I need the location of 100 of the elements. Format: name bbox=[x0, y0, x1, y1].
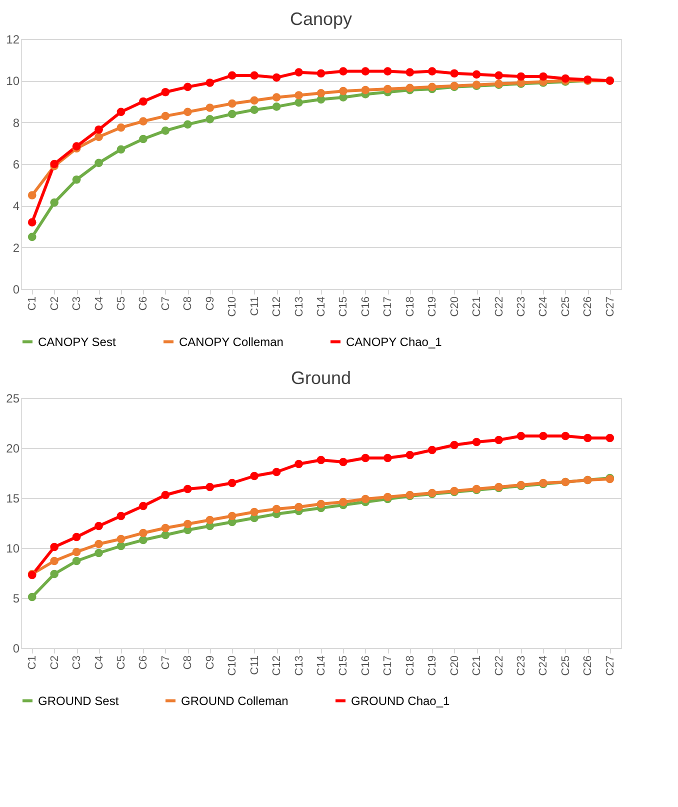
x-tick-label: C4 bbox=[93, 656, 106, 670]
point bbox=[561, 432, 570, 440]
x-tick-label: C6 bbox=[138, 296, 150, 311]
chart-title: Canopy bbox=[290, 9, 352, 29]
x-tick-label: C9 bbox=[204, 656, 216, 670]
legend-label: GROUND Chao_1 bbox=[351, 694, 450, 708]
point bbox=[450, 440, 459, 450]
point bbox=[183, 82, 192, 92]
x-tick-label: C21 bbox=[471, 656, 484, 676]
x-tick-label: C24 bbox=[538, 656, 550, 676]
point bbox=[28, 191, 36, 200]
y-tick-label: 10 bbox=[6, 74, 20, 88]
point bbox=[183, 120, 192, 129]
point bbox=[94, 158, 103, 168]
point bbox=[72, 142, 81, 150]
point bbox=[250, 508, 259, 516]
x-tick-label: C18 bbox=[404, 656, 416, 676]
y-tick-label: 25 bbox=[6, 392, 20, 406]
x-tick-label: C4 bbox=[93, 296, 106, 311]
x-tick-label: C14 bbox=[316, 296, 328, 317]
point bbox=[516, 72, 526, 81]
x-tick-label: C12 bbox=[271, 296, 284, 317]
point bbox=[250, 106, 259, 114]
chart-title: Ground bbox=[290, 368, 352, 388]
x-tick-label: C7 bbox=[160, 296, 172, 311]
point bbox=[272, 504, 281, 514]
x-tick-label: C2 bbox=[48, 296, 61, 311]
point bbox=[161, 88, 170, 96]
point bbox=[339, 458, 348, 466]
point bbox=[161, 490, 170, 500]
point bbox=[139, 502, 148, 510]
point bbox=[294, 502, 303, 512]
x-tick-label: C18 bbox=[404, 296, 416, 317]
point bbox=[94, 548, 103, 558]
point bbox=[50, 570, 59, 578]
point bbox=[539, 72, 548, 81]
point bbox=[116, 542, 126, 550]
point bbox=[228, 110, 236, 118]
x-tick-label: C10 bbox=[226, 296, 239, 317]
point bbox=[606, 434, 614, 442]
x-tick-label: C13 bbox=[293, 656, 306, 676]
point bbox=[583, 434, 592, 442]
point bbox=[316, 456, 326, 464]
point bbox=[272, 73, 281, 82]
point bbox=[383, 84, 392, 94]
x-tick-label: C25 bbox=[560, 296, 572, 317]
point bbox=[250, 96, 259, 105]
point bbox=[28, 592, 36, 602]
point bbox=[472, 438, 481, 446]
point bbox=[161, 530, 170, 540]
point bbox=[428, 446, 436, 454]
x-tick-label: C11 bbox=[248, 296, 261, 316]
x-tick-label: C22 bbox=[493, 656, 506, 676]
x-tick-label: C12 bbox=[271, 656, 284, 676]
y-tick-label: 20 bbox=[6, 442, 20, 456]
point bbox=[206, 115, 214, 124]
x-tick-label: C6 bbox=[138, 656, 150, 670]
point bbox=[94, 522, 103, 530]
point bbox=[361, 86, 370, 94]
point bbox=[472, 70, 481, 79]
x-tick-label: C15 bbox=[338, 656, 350, 676]
x-tick-label: C26 bbox=[582, 656, 594, 676]
point bbox=[383, 67, 392, 76]
point bbox=[206, 482, 214, 492]
y-tick-label: 6 bbox=[12, 158, 20, 172]
point bbox=[116, 108, 126, 116]
point bbox=[183, 484, 192, 494]
point bbox=[161, 126, 170, 135]
point bbox=[406, 450, 414, 460]
point bbox=[316, 88, 326, 98]
point bbox=[339, 498, 348, 506]
point bbox=[206, 78, 214, 87]
x-tick-label: C8 bbox=[182, 296, 194, 311]
x-tick-label: C27 bbox=[604, 656, 616, 676]
point bbox=[206, 516, 214, 524]
point bbox=[383, 454, 392, 462]
y-tick-label: 0 bbox=[12, 642, 20, 656]
x-tick-label: C19 bbox=[426, 656, 439, 676]
point bbox=[72, 556, 81, 566]
x-tick-label: C22 bbox=[493, 296, 506, 317]
point bbox=[361, 494, 370, 504]
point bbox=[161, 112, 170, 120]
x-tick-label: C15 bbox=[338, 296, 350, 317]
x-tick-label: C5 bbox=[116, 296, 128, 311]
point bbox=[561, 74, 570, 83]
x-tick-label: C23 bbox=[516, 656, 528, 676]
point bbox=[94, 132, 103, 142]
x-tick-label: C17 bbox=[382, 656, 394, 676]
point bbox=[116, 145, 126, 154]
point bbox=[228, 478, 236, 488]
x-tick-label: C3 bbox=[71, 296, 84, 311]
point bbox=[250, 472, 259, 480]
point bbox=[72, 548, 81, 556]
x-tick-label: C24 bbox=[538, 296, 550, 317]
legend-label: CANOPY Sest bbox=[38, 334, 116, 349]
point bbox=[539, 432, 548, 440]
point bbox=[228, 71, 236, 80]
point bbox=[406, 68, 414, 77]
point bbox=[494, 436, 503, 444]
point bbox=[339, 86, 348, 96]
